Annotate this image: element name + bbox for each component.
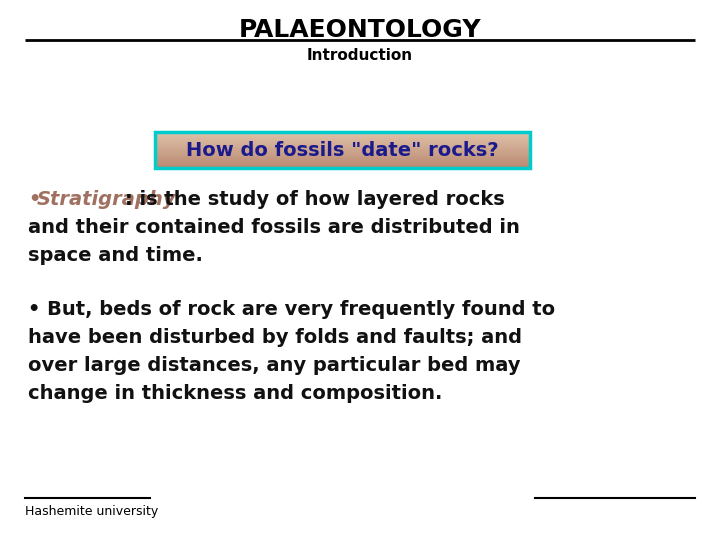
Bar <box>155 143 530 144</box>
Bar <box>155 136 530 137</box>
Bar <box>155 152 530 153</box>
Bar <box>155 155 530 156</box>
Bar <box>155 132 530 133</box>
Bar <box>155 144 530 145</box>
Text: Hashemite university: Hashemite university <box>25 505 158 518</box>
Text: Introduction: Introduction <box>307 48 413 63</box>
Bar <box>155 140 530 141</box>
Bar <box>155 167 530 168</box>
Bar <box>155 151 530 152</box>
Bar <box>155 160 530 161</box>
Bar <box>155 158 530 159</box>
Bar <box>155 159 530 160</box>
Bar <box>155 145 530 146</box>
Bar <box>155 163 530 164</box>
Bar <box>155 132 530 168</box>
Bar <box>155 156 530 157</box>
Bar <box>155 164 530 165</box>
Bar <box>155 150 530 151</box>
Text: : is the study of how layered rocks: : is the study of how layered rocks <box>125 190 505 209</box>
Bar <box>155 139 530 140</box>
Bar <box>155 154 530 156</box>
Bar <box>155 138 530 139</box>
Text: change in thickness and composition.: change in thickness and composition. <box>28 384 442 403</box>
Bar <box>155 137 530 138</box>
Bar <box>155 165 530 166</box>
Bar <box>155 148 530 149</box>
Bar <box>155 147 530 148</box>
Bar <box>155 134 530 136</box>
Text: over large distances, any particular bed may: over large distances, any particular bed… <box>28 356 521 375</box>
Bar <box>155 161 530 163</box>
Bar <box>155 144 530 145</box>
Bar <box>155 136 530 137</box>
Bar <box>155 133 530 134</box>
Text: space and time.: space and time. <box>28 246 203 265</box>
Bar <box>155 152 530 153</box>
Bar <box>155 141 530 143</box>
Bar <box>155 133 530 134</box>
Bar <box>155 166 530 167</box>
Text: How do fossils "date" rocks?: How do fossils "date" rocks? <box>186 140 499 159</box>
Bar <box>155 157 530 158</box>
Bar <box>155 149 530 150</box>
Bar <box>155 141 530 142</box>
Text: • But, beds of rock are very frequently found to: • But, beds of rock are very frequently … <box>28 300 555 319</box>
Text: Stratigraphy: Stratigraphy <box>37 190 176 209</box>
Text: have been disturbed by folds and faults; and: have been disturbed by folds and faults;… <box>28 328 522 347</box>
Bar <box>155 160 530 161</box>
Text: and their contained fossils are distributed in: and their contained fossils are distribu… <box>28 218 520 237</box>
Bar <box>155 146 530 147</box>
Text: •: • <box>28 190 40 209</box>
Bar <box>155 163 530 164</box>
Bar <box>155 153 530 154</box>
Text: PALAEONTOLOGY: PALAEONTOLOGY <box>239 18 481 42</box>
